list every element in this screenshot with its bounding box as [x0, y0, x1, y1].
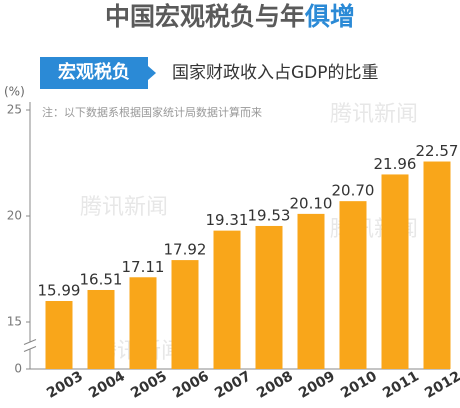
value-label: 17.11 [122, 258, 165, 276]
bar [45, 301, 73, 369]
value-label: 15.99 [38, 282, 81, 300]
badge: 宏观税负 [58, 61, 130, 83]
x-tick-label: 2011 [380, 368, 422, 401]
value-label: 19.53 [248, 206, 291, 224]
value-label: 16.51 [80, 270, 123, 288]
value-label: 20.10 [290, 194, 333, 212]
value-label: 20.70 [332, 182, 375, 200]
y-tick-label: 15 [7, 315, 22, 329]
watermark: 腾讯新闻 [330, 102, 418, 127]
axis-break-gap [24, 341, 36, 350]
axis-break [23, 346, 37, 352]
bar [297, 213, 325, 369]
badge-arrow [148, 66, 156, 80]
bar [423, 161, 451, 369]
bar [339, 201, 367, 369]
bar [129, 277, 157, 369]
x-tick-label: 2010 [338, 368, 380, 401]
badge-box [40, 57, 148, 89]
y-tick-label: 25 [7, 103, 22, 117]
y-tick-label: 0 [14, 362, 22, 376]
x-tick-label: 2003 [44, 368, 86, 401]
watermark: 腾讯新闻 [80, 195, 168, 220]
axis-break [23, 339, 37, 345]
x-tick-label: 2012 [422, 368, 460, 401]
x-tick-label: 2007 [212, 368, 254, 401]
value-label: 22.57 [416, 142, 459, 160]
y-tick-label: 20 [7, 209, 22, 223]
x-tick-label: 2005 [128, 368, 170, 401]
x-tick-label: 2004 [86, 368, 128, 401]
note: 注：以下数据系根据国家统计局数据计算而来 [42, 105, 262, 119]
x-tick-label: 2006 [170, 368, 212, 401]
bar [213, 230, 241, 369]
chart-title: 中国宏观税负与年俱增 [105, 2, 355, 31]
bar [87, 289, 115, 369]
bar [171, 260, 199, 369]
x-tick-label: 2009 [296, 368, 338, 401]
value-label: 19.31 [206, 211, 249, 229]
bar [255, 225, 283, 369]
y-axis-label: (%) [4, 85, 25, 99]
bar [381, 174, 409, 369]
subtitle: 国家财政收入占GDP的比重 [172, 63, 379, 83]
value-label: 17.92 [164, 241, 207, 259]
title-main: 中国宏观税负与年 [105, 2, 305, 31]
value-label: 21.96 [374, 155, 417, 173]
title-highlight: 俱增 [304, 2, 355, 31]
x-tick-label: 2008 [254, 368, 296, 401]
